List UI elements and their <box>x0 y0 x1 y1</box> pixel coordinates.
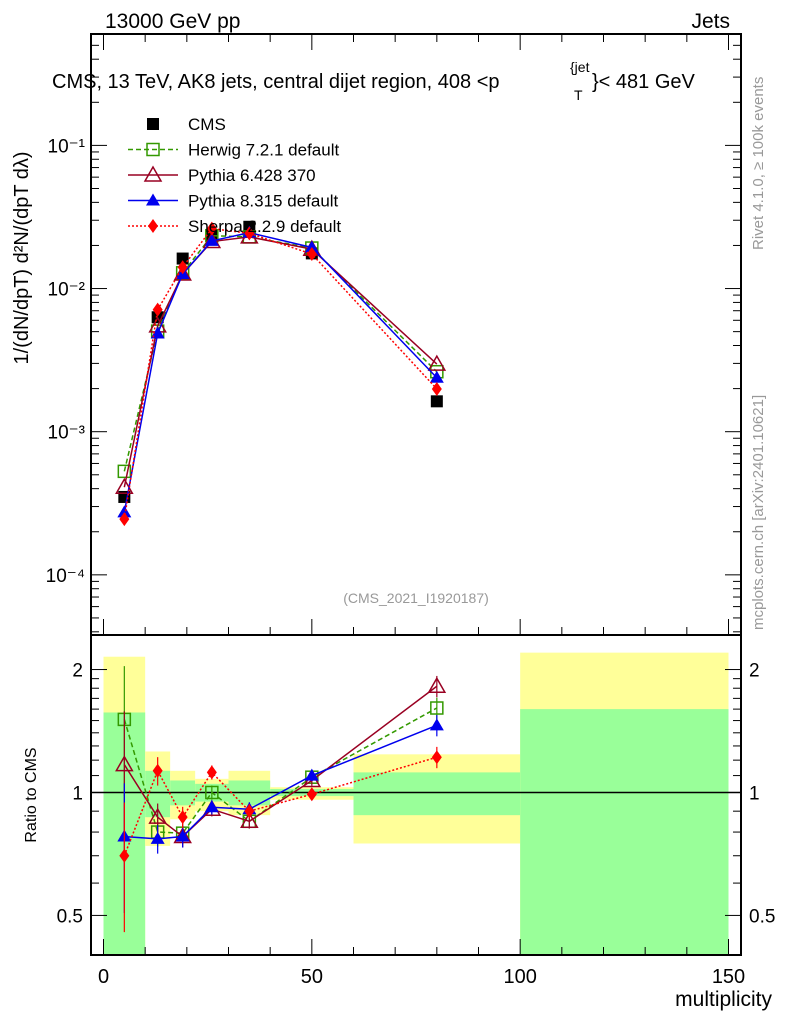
legend-marker <box>143 165 163 182</box>
header-left: 13000 GeV pp <box>105 10 240 33</box>
series-line <box>123 236 438 488</box>
legend-marker <box>148 219 158 233</box>
ratio-point <box>119 848 130 863</box>
legend-item: Pythia 8.315 default <box>128 192 339 211</box>
ratio-point <box>204 800 219 813</box>
data-point <box>177 260 188 275</box>
x-tick-label: 0 <box>98 966 109 988</box>
legend-item: CMS <box>147 115 226 134</box>
title-end: }< 481 GeV <box>592 71 696 93</box>
legend-label: Sherpa 2.2.9 default <box>188 217 341 236</box>
data-point <box>150 326 165 339</box>
data-point <box>119 512 130 527</box>
x-tick-label: 150 <box>712 966 745 988</box>
ratio-y-tick-label: 0.5 <box>57 906 83 927</box>
data-point <box>304 240 319 253</box>
rivet-label: Rivet 4.1.0, ≥ 100k events <box>750 77 767 250</box>
ratio-point <box>244 804 255 819</box>
analysis-label: (CMS_2021_I1920187) <box>343 590 489 606</box>
title-sup: {jet <box>570 59 590 75</box>
legend-label: CMS <box>188 115 226 134</box>
legend-marker <box>146 142 160 157</box>
data-point <box>244 226 255 241</box>
ratio-point <box>240 811 259 829</box>
x-axis-label: multiplicity <box>675 988 772 1011</box>
uncertainty-band-green <box>353 772 521 816</box>
ratio-point <box>152 763 163 778</box>
y-tick-label: 10⁻² <box>48 280 86 301</box>
data-point <box>429 370 444 383</box>
series-line <box>123 231 438 513</box>
ratio-y-tick-label: 1 <box>72 783 83 804</box>
legend-label: Pythia 8.315 default <box>188 192 339 211</box>
data-point <box>176 252 189 265</box>
ratio-point <box>206 765 217 780</box>
x-tick-label: 100 <box>503 966 536 988</box>
ratio-point <box>150 831 165 844</box>
series-line <box>123 227 438 520</box>
legend-item: Pythia 6.428 370 <box>128 165 316 185</box>
ratio-y-tick-label-right: 0.5 <box>749 906 775 927</box>
ratio-y-tick-label-right: 1 <box>749 783 760 804</box>
y-tick-label: 10⁻¹ <box>48 136 86 157</box>
ratio-point <box>430 701 444 715</box>
data-point <box>115 477 134 494</box>
title-main: CMS, 13 TeV, AK8 jets, central dijet reg… <box>52 71 500 93</box>
legend-label: Pythia 6.428 370 <box>188 166 316 185</box>
ratio-point <box>306 787 317 802</box>
plot-title: CMS, 13 TeV, AK8 jets, central dijet reg… <box>52 59 696 103</box>
ratio-point <box>304 768 319 781</box>
data-point <box>430 395 443 408</box>
data-point <box>431 381 442 396</box>
y-tick-label: 10⁻⁴ <box>46 566 85 587</box>
legend-label: Herwig 7.2.1 default <box>188 141 339 160</box>
ratio-point <box>431 750 442 765</box>
ratio-point <box>175 829 190 842</box>
ratio-plot-frame <box>90 634 742 956</box>
data-point <box>427 354 447 371</box>
series-cms <box>118 220 443 503</box>
data-point <box>117 464 132 479</box>
mcplots-label: mcplots.cern.ch [arXiv:2401.10621] <box>750 395 767 630</box>
ratio-y-tick-label-right: 2 <box>749 661 760 682</box>
header-right: Jets <box>691 10 730 33</box>
ratio-point <box>429 718 444 731</box>
data-point <box>173 264 192 281</box>
data-point <box>204 233 219 246</box>
x-tick-label: 50 <box>301 966 323 988</box>
ratio-point <box>427 676 447 694</box>
y-axis-label: 1/(dN/dpT) d²N/(dpT dλ) <box>11 151 33 364</box>
ratio-point <box>148 807 167 824</box>
data-point <box>206 221 217 236</box>
title-sub: T <box>574 87 583 103</box>
ratio-point <box>115 755 134 772</box>
ratio-point <box>205 785 219 800</box>
uncertainty-band-green <box>520 709 729 955</box>
legend-item: Herwig 7.2.1 default <box>128 141 339 160</box>
legend-item: Sherpa 2.2.9 default <box>128 217 341 236</box>
series-sherpa-2-2-9-default <box>119 221 442 933</box>
legend: CMS Herwig 7.2.1 default Pythia 6.428 370 P… <box>128 115 341 236</box>
y-tick-label: 10⁻³ <box>48 423 86 444</box>
series-pythia-8-315-default <box>117 225 444 913</box>
data-point <box>152 302 163 317</box>
legend-marker <box>146 193 160 206</box>
ratio-point <box>177 810 188 825</box>
ratio-y-axis-label: Ratio to CMS <box>23 747 40 842</box>
data-point <box>306 247 317 262</box>
legend-marker <box>147 118 159 130</box>
series-line <box>123 234 438 472</box>
ratio-y-tick-label: 2 <box>72 661 83 682</box>
data-point <box>117 505 132 518</box>
